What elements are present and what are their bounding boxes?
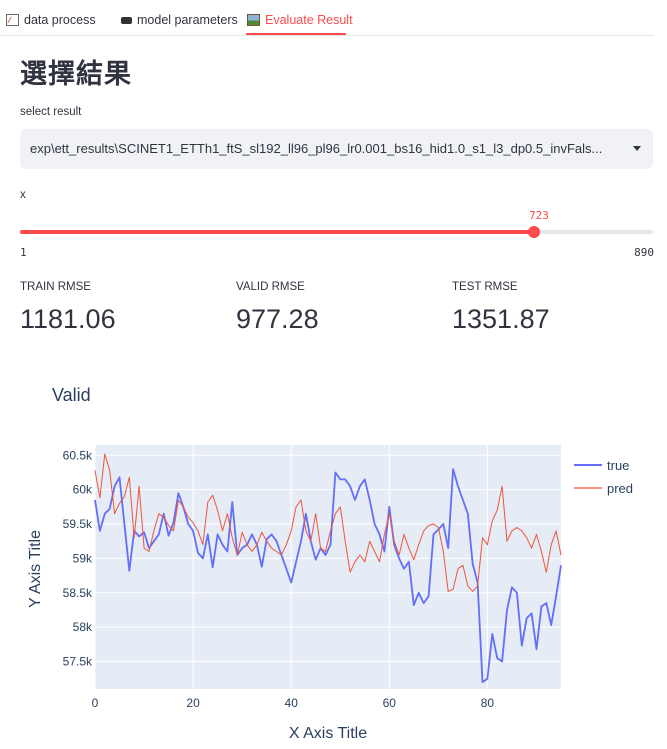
chart-legend[interactable]: true pred: [574, 458, 633, 496]
chevron-down-icon: [633, 146, 641, 151]
slider-min-label: 1: [20, 246, 27, 259]
tab-bar: data process model parameters Evaluate R…: [0, 0, 654, 36]
tab-label: Evaluate Result: [265, 13, 353, 27]
tab-evaluate-result[interactable]: Evaluate Result: [247, 7, 353, 33]
series-lines: [94, 453, 562, 683]
page-title: 選擇結果: [20, 59, 132, 90]
x-tick-label: 40: [285, 696, 299, 710]
train-rmse-value: 1181.06: [20, 304, 116, 334]
select-result-label: select result: [20, 106, 82, 118]
valid-rmse-label: VALID RMSE: [236, 281, 305, 293]
chart-icon: [6, 14, 19, 26]
select-result-dropdown[interactable]: exp\ett_results\SCINET1_ETTh1_ftS_sl192_…: [20, 129, 653, 169]
gridlines: [94, 445, 561, 689]
valid-rmse-value: 977.28: [236, 304, 319, 334]
active-tab-indicator: [246, 33, 346, 35]
chart-title: Valid: [52, 385, 91, 405]
tab-model-parameters[interactable]: model parameters: [121, 7, 238, 33]
tab-data-process[interactable]: data process: [6, 7, 96, 33]
slider-max-label: 890: [634, 246, 654, 259]
x-axis-title: X Axis Title: [289, 725, 367, 742]
slider-label: x: [20, 189, 26, 201]
y-tick-label: 58.5k: [63, 586, 93, 600]
y-axis-title: Y Axis Title: [27, 530, 44, 608]
x-tick-label: 20: [186, 696, 200, 710]
series-line-pred: [94, 453, 562, 592]
ram-icon: [121, 16, 132, 24]
slider-current-value: 723: [529, 209, 549, 222]
x-slider-thumb[interactable]: [528, 226, 540, 238]
y-tick-label: 57.5k: [63, 655, 93, 669]
axis-ticks: 57.5k 58k 58.5k 59k 59.5k 60k 60.5k 0 20 40 60 80: [63, 448, 495, 710]
y-tick-label: 58k: [73, 620, 93, 634]
x-tick-label: 0: [92, 696, 99, 710]
train-rmse-label: TRAIN RMSE: [20, 281, 91, 293]
legend-label-pred: pred: [607, 481, 633, 496]
y-tick-label: 59k: [73, 551, 93, 565]
x-tick-label: 60: [383, 696, 397, 710]
y-tick-label: 60.5k: [63, 448, 93, 462]
select-result-value: exp\ett_results\SCINET1_ETTh1_ftS_sl192_…: [30, 141, 603, 156]
test-rmse-value: 1351.87: [452, 304, 550, 334]
series-line-true: [94, 468, 562, 683]
legend-label-true: true: [607, 458, 629, 473]
tab-label: model parameters: [137, 13, 238, 27]
x-slider-track[interactable]: [20, 226, 653, 238]
plot-area[interactable]: [95, 445, 561, 689]
x-slider-fill: [20, 230, 534, 234]
picture-icon: [247, 14, 260, 26]
test-rmse-label: TEST RMSE: [452, 281, 518, 293]
tab-label: data process: [24, 13, 96, 27]
y-tick-label: 59.5k: [63, 517, 93, 531]
y-tick-label: 60k: [73, 483, 93, 497]
x-tick-label: 80: [481, 696, 495, 710]
